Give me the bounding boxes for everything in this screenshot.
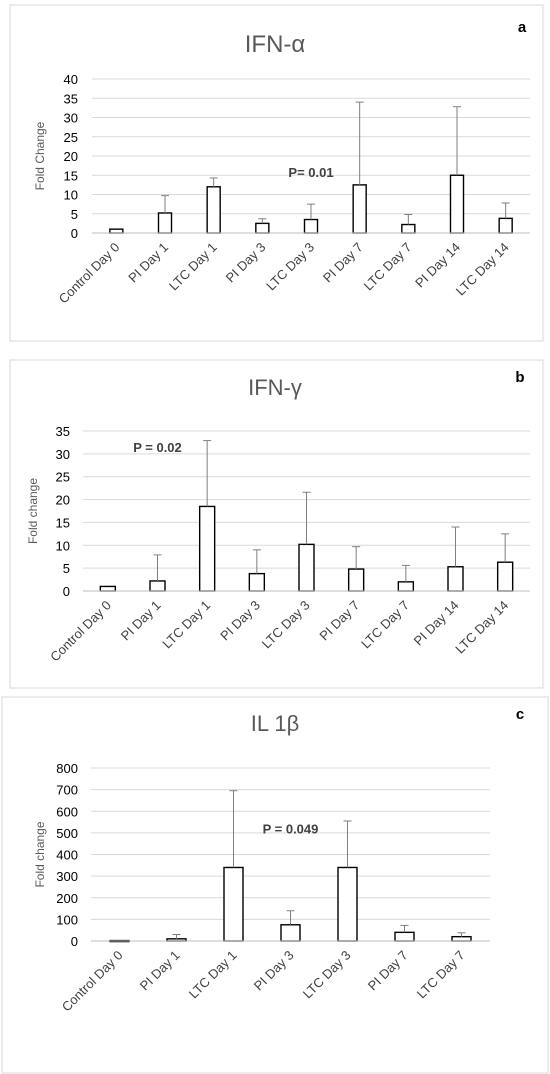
x-category-label: LTC Day 1 <box>166 240 220 294</box>
bar <box>223 866 244 942</box>
x-category-label: Control Day 0 <box>47 598 114 665</box>
bar <box>298 543 315 592</box>
y-tick-label: 25 <box>56 470 70 485</box>
x-category-label: PI Day 3 <box>223 240 269 286</box>
y-tick-label: 10 <box>56 538 70 553</box>
x-category-label: LTC Day 7 <box>414 948 468 1002</box>
y-tick-label: 15 <box>64 168 78 183</box>
y-tick-label: 800 <box>56 761 78 776</box>
x-category-label: PI Day 3 <box>251 948 297 994</box>
x-category-label: PI Day 7 <box>316 598 362 644</box>
x-category-label: PI Day 7 <box>365 948 411 994</box>
y-tick-label: 40 <box>64 72 78 87</box>
bar <box>198 505 216 592</box>
bar <box>280 924 301 942</box>
x-category-label: LTC Day 1 <box>159 598 213 652</box>
y-tick-label: 5 <box>63 561 70 576</box>
x-category-label: Control Day 0 <box>56 240 123 307</box>
x-category-label: LTC Day 3 <box>263 240 317 294</box>
x-category-label: LTC Day 14 <box>453 240 512 299</box>
bar <box>255 222 270 234</box>
panel-label: b <box>515 369 524 386</box>
y-tick-label: 15 <box>56 515 70 530</box>
y-tick-label: 35 <box>56 424 70 439</box>
bar <box>397 581 415 592</box>
bar <box>337 866 358 942</box>
chart-panel-b: IFN-γ b 0 5 10 15 20 25 30 35 Fold change Control D… <box>0 355 550 690</box>
bar <box>496 561 514 592</box>
y-tick-label: 30 <box>64 111 78 126</box>
bar <box>149 580 166 592</box>
x-category-label: LTC Day 1 <box>186 948 240 1002</box>
y-tick-label: 0 <box>63 584 70 599</box>
chart-frame <box>1 696 549 1074</box>
y-tick-label: 400 <box>56 848 78 863</box>
bar <box>498 217 513 234</box>
y-tick-label: 300 <box>56 869 78 884</box>
chart-title: IFN-γ <box>248 375 302 400</box>
y-tick-label: 600 <box>56 804 78 819</box>
y-tick-label: 700 <box>56 783 78 798</box>
panel-label: c <box>516 706 524 723</box>
panel-label: a <box>518 19 527 36</box>
y-tick-label: 35 <box>64 91 78 106</box>
chart-frame <box>9 359 544 689</box>
y-tick-label: 500 <box>56 826 78 841</box>
y-tick-label: 100 <box>56 912 78 927</box>
bar <box>248 572 266 592</box>
y-tick-label: 5 <box>71 207 78 222</box>
y-tick-label: 0 <box>71 226 78 241</box>
y-axis-label: Fold Change <box>33 121 47 190</box>
x-category-label: PI Day 14 <box>412 240 463 291</box>
y-tick-label: 20 <box>56 493 70 508</box>
bar <box>451 935 472 942</box>
bar <box>99 585 117 592</box>
x-category-label: PI Day 1 <box>137 948 183 994</box>
p-value-annotation: P= 0.01 <box>288 165 333 180</box>
y-tick-label: 25 <box>64 130 78 145</box>
x-category-label: PI Day 3 <box>217 598 263 644</box>
bar <box>303 218 319 234</box>
y-axis-label: Fold change <box>26 478 40 544</box>
p-value-annotation: P = 0.02 <box>133 440 182 455</box>
x-category-label: LTC Day 3 <box>259 598 313 652</box>
y-tick-label: 10 <box>64 188 78 203</box>
x-category-label: PI Day 1 <box>125 240 171 286</box>
y-tick-label: 0 <box>71 934 78 949</box>
x-category-label: PI Day 7 <box>320 240 366 286</box>
x-category-label: PI Day 1 <box>118 598 164 644</box>
chart-c-svg: IL 1β c 0 100 200 300 400 500 600 700 800 Fold chan… <box>1 696 549 1074</box>
bar <box>352 184 367 234</box>
chart-panel-a: IFN-α a 0 5 10 15 20 25 30 35 40 Fold Change Control… <box>0 0 550 342</box>
chart-frame <box>9 4 544 342</box>
chart-b-svg: IFN-γ b 0 5 10 15 20 25 30 35 Fold change Control D… <box>9 359 544 689</box>
x-category-label: LTC Day 7 <box>358 598 412 652</box>
bar <box>206 186 221 234</box>
bar <box>394 931 415 942</box>
y-tick-label: 200 <box>56 891 78 906</box>
chart-title: IL 1β <box>251 711 300 736</box>
y-tick-label: 30 <box>56 447 70 462</box>
x-category-label: Control Day 0 <box>59 948 126 1015</box>
x-category-label: LTC Day 3 <box>300 948 354 1002</box>
x-category-label: PI Day 14 <box>411 598 462 649</box>
bar <box>109 228 124 234</box>
chart-panel-c: IL 1β c 0 100 200 300 400 500 600 700 800 Fold chan… <box>0 695 550 1074</box>
p-value-annotation: P = 0.049 <box>263 822 319 837</box>
bar <box>347 568 365 592</box>
chart-a-svg: IFN-α a 0 5 10 15 20 25 30 35 40 Fold Change Control… <box>9 4 544 342</box>
x-category-label: LTC Day 7 <box>361 240 415 294</box>
y-tick-label: 20 <box>64 149 78 164</box>
bar <box>449 174 465 234</box>
bar <box>401 223 416 234</box>
bar <box>447 566 464 592</box>
x-category-label: LTC Day 14 <box>452 598 511 657</box>
chart-title: IFN-α <box>245 31 306 58</box>
y-axis-label: Fold change <box>33 821 47 887</box>
bar <box>157 212 173 234</box>
